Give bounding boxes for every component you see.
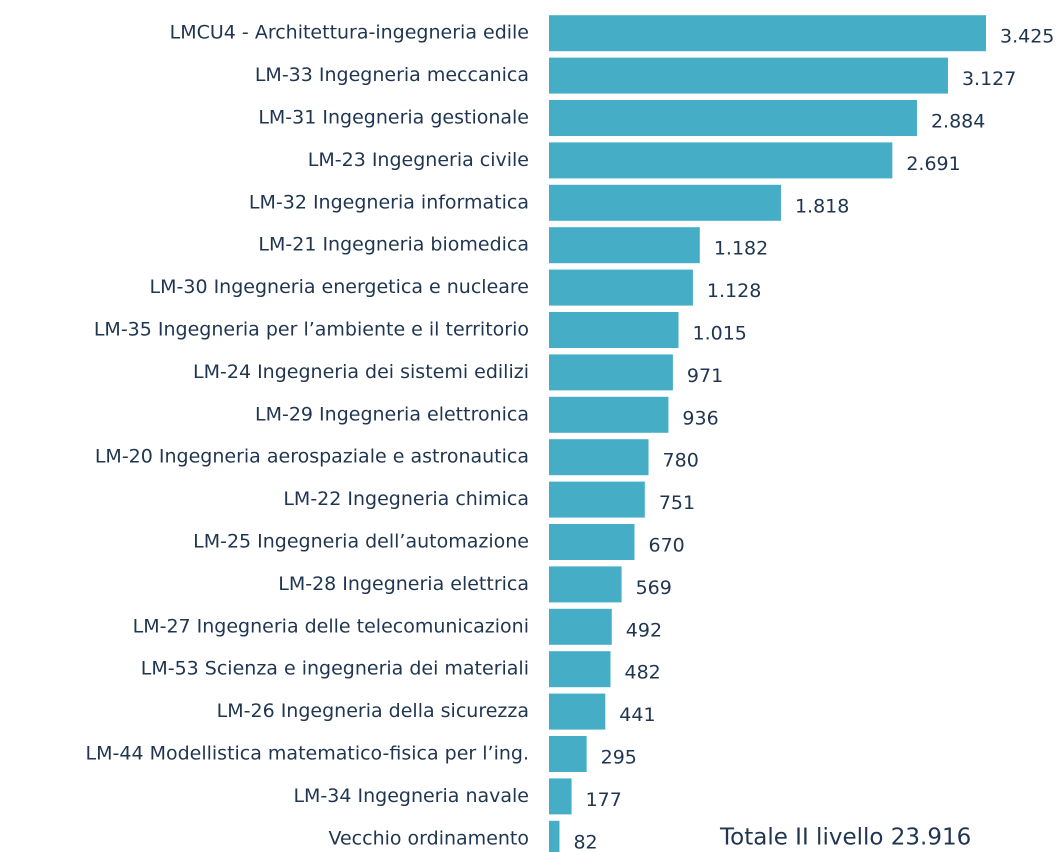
category-label: LM-24 Ingegneria dei sistemi edilizi <box>193 361 529 383</box>
value-label: 780 <box>663 450 699 472</box>
category-label: LM-34 Ingegneria navale <box>293 785 529 807</box>
bar <box>549 100 917 136</box>
value-label: 1.015 <box>693 323 747 345</box>
bar <box>549 142 893 179</box>
bar <box>549 820 560 852</box>
value-label: 971 <box>687 365 723 387</box>
bar <box>549 227 700 264</box>
category-label: Vecchio ordinamento <box>328 827 529 849</box>
category-label: LM-35 Ingegneria per l’ambiente e il ter… <box>94 319 529 341</box>
category-label: LM-23 Ingegneria civile <box>308 149 529 171</box>
value-label: 751 <box>659 492 695 514</box>
category-label: LM-30 Ingegneria energetica e nucleare <box>150 276 529 298</box>
bar <box>549 57 948 94</box>
bar <box>549 15 986 52</box>
bar <box>549 651 611 688</box>
value-label: 1.818 <box>795 195 849 217</box>
bar <box>549 693 606 730</box>
value-label: 441 <box>619 704 655 726</box>
category-label: LM-44 Modellistica matematico-fisica per… <box>86 743 529 765</box>
value-label: 82 <box>573 831 597 852</box>
value-label: 569 <box>636 577 672 599</box>
value-label: 482 <box>624 662 660 684</box>
category-label: LM-29 Ingegneria elettronica <box>255 403 529 425</box>
category-label: LM-20 Ingegneria aerospaziale e astronau… <box>95 446 529 468</box>
category-label: LM-31 Ingegneria gestionale <box>258 107 529 129</box>
bar <box>549 608 612 645</box>
value-label: 3.127 <box>962 68 1016 90</box>
category-label: LM-32 Ingegneria informatica <box>249 191 529 213</box>
value-label: 2.884 <box>931 111 985 133</box>
category-label: LM-33 Ingegneria meccanica <box>255 64 529 86</box>
bar <box>549 269 693 306</box>
value-label: 2.691 <box>906 153 960 175</box>
category-label: LM-53 Scienza e ingegneria dei materiali <box>141 658 529 680</box>
category-label: LM-27 Ingegneria delle telecomunicazioni <box>133 615 529 637</box>
value-label: 1.128 <box>707 280 761 302</box>
bar <box>549 566 622 603</box>
bar <box>549 439 649 476</box>
value-label: 295 <box>601 747 637 769</box>
category-label: LM-22 Ingegneria chimica <box>283 488 529 510</box>
bar <box>549 396 669 433</box>
bar <box>549 184 781 221</box>
bar <box>549 778 572 815</box>
bar <box>549 354 673 391</box>
value-label: 177 <box>586 789 622 811</box>
value-label: 670 <box>648 535 684 557</box>
category-label: LM-25 Ingegneria dell’automazione <box>193 531 529 553</box>
category-label: LM-26 Ingegneria della sicurezza <box>217 700 529 722</box>
category-label: LM-28 Ingegneria elettrica <box>278 573 529 595</box>
value-label: 1.182 <box>714 238 768 260</box>
annotation: Totale II livello 23.916 <box>719 825 971 851</box>
category-label: LMCU4 - Architettura-ingegneria edile <box>170 22 529 44</box>
value-label: 492 <box>626 619 662 641</box>
value-label: 936 <box>682 407 718 429</box>
value-label: 3.425 <box>1000 26 1054 48</box>
category-label: LM-21 Ingegneria biomedica <box>258 234 529 256</box>
bar <box>549 736 587 772</box>
bar <box>549 481 645 518</box>
bar <box>549 524 635 560</box>
bar <box>549 312 679 348</box>
